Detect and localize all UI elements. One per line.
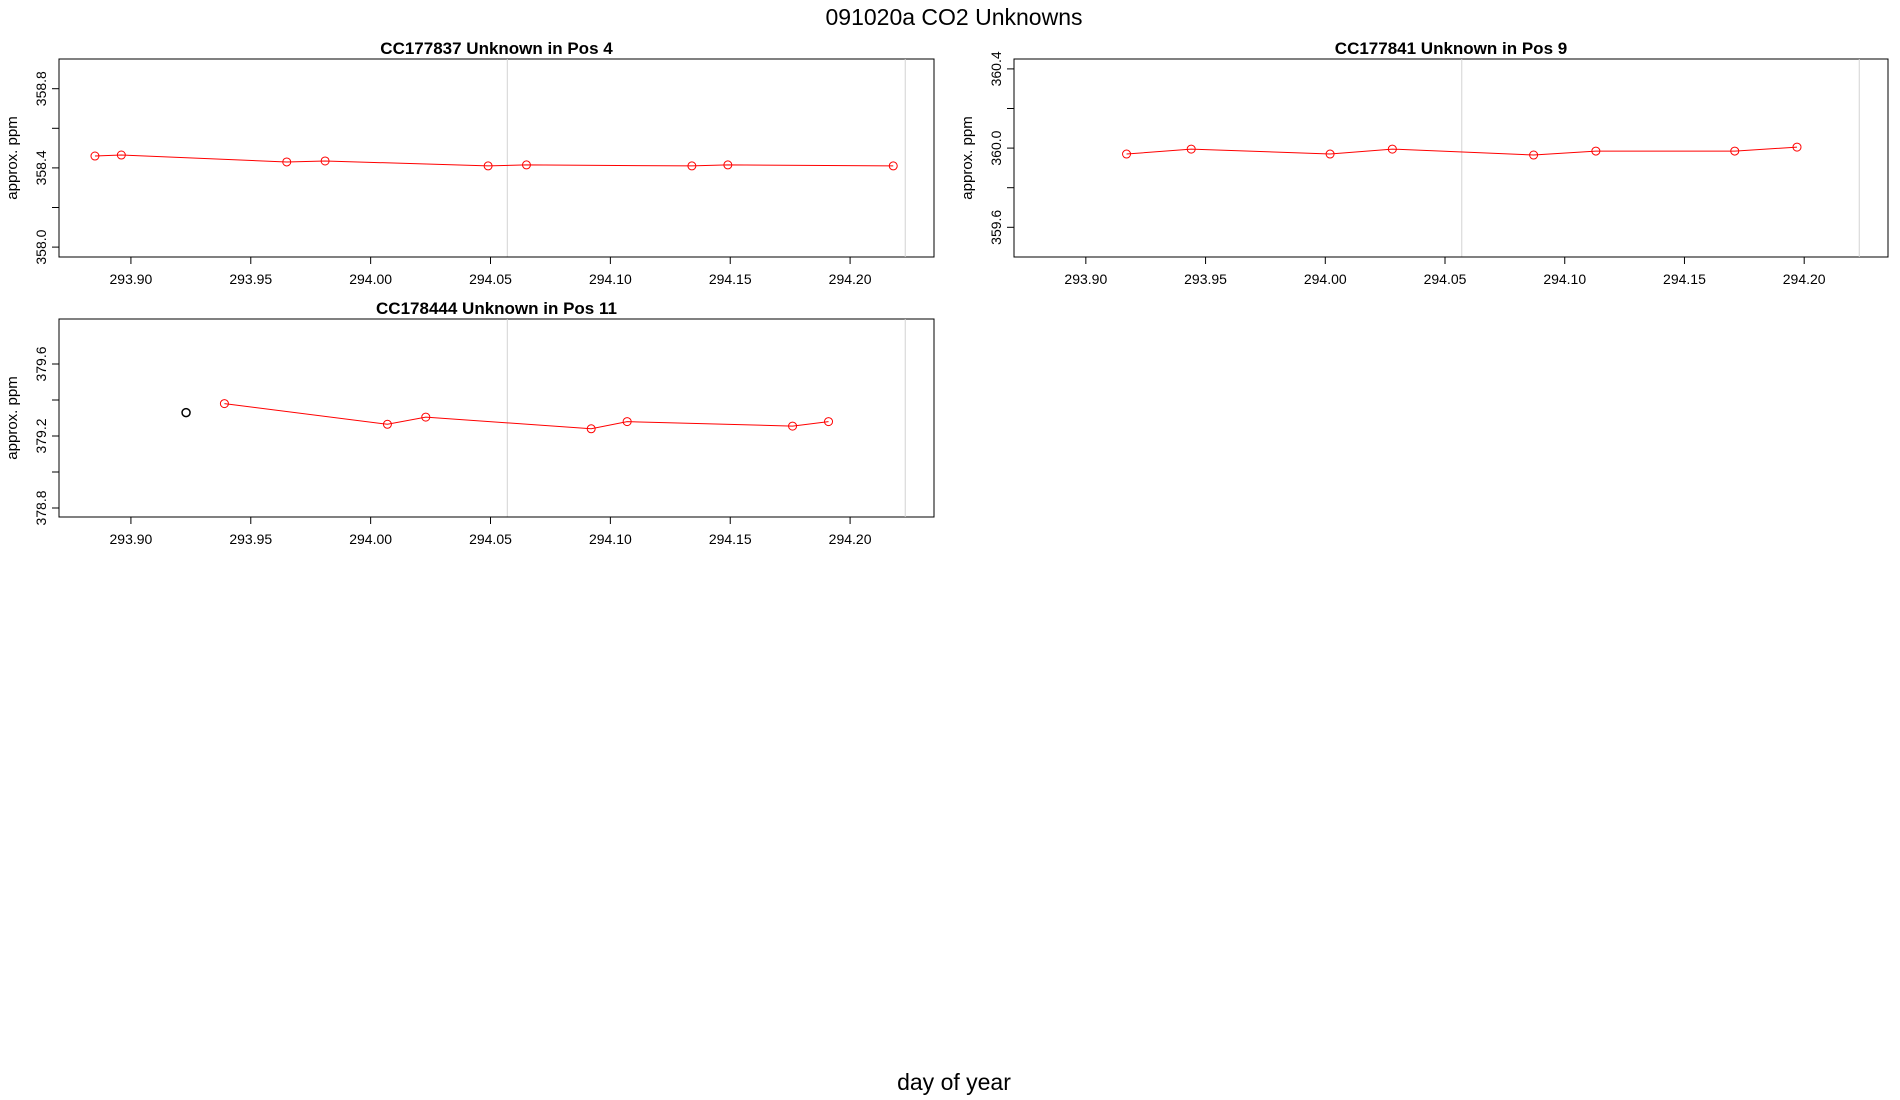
- y-tick-label: 379.6: [33, 346, 49, 381]
- data-point: [421, 412, 431, 422]
- data-point: [888, 161, 898, 171]
- x-tick-label: 294.20: [829, 271, 872, 287]
- series-line: [94, 154, 894, 167]
- x-tick-label: 294.10: [1543, 271, 1586, 287]
- data-point: [1325, 149, 1335, 159]
- y-tick-label: 378.8: [33, 490, 49, 525]
- y-axis-label: approx. ppm: [959, 116, 976, 199]
- y-axis-label: approx. ppm: [4, 116, 21, 199]
- data-point: [382, 419, 392, 429]
- data-point: [586, 424, 596, 434]
- figure-title: 091020a CO2 Unknowns: [826, 4, 1083, 30]
- x-tick-label: 293.95: [229, 271, 272, 287]
- x-tick-label: 294.05: [469, 271, 512, 287]
- panel-title: CC178444 Unknown in Pos 11: [376, 299, 617, 318]
- figure-xlabel: day of year: [897, 1069, 1011, 1095]
- data-point: [622, 417, 632, 427]
- outlier-point: [181, 407, 191, 418]
- x-tick-label: 294.00: [1304, 271, 1347, 287]
- x-tick-label: 293.95: [229, 531, 272, 547]
- data-point: [219, 399, 229, 409]
- x-tick-label: 294.15: [709, 271, 752, 287]
- y-tick-label: 358.4: [33, 150, 49, 185]
- panel-title: CC177837 Unknown in Pos 4: [380, 39, 613, 58]
- data-point: [1529, 150, 1539, 160]
- x-tick-label: 294.05: [469, 531, 512, 547]
- x-tick-label: 294.10: [589, 531, 632, 547]
- x-tick-label: 294.00: [349, 271, 392, 287]
- data-point: [116, 150, 126, 160]
- data-point: [687, 161, 697, 171]
- series-line: [224, 403, 829, 430]
- x-tick-label: 293.90: [1064, 271, 1107, 287]
- y-tick-label: 379.2: [33, 418, 49, 453]
- data-point: [521, 160, 531, 170]
- y-tick-label: 358.0: [33, 229, 49, 264]
- panel-title: CC177841 Unknown in Pos 9: [1335, 39, 1567, 58]
- x-tick-label: 293.95: [1184, 271, 1227, 287]
- data-point: [282, 157, 292, 167]
- x-tick-label: 294.15: [709, 531, 752, 547]
- y-tick-label: 359.6: [988, 210, 1004, 245]
- x-tick-label: 294.00: [349, 531, 392, 547]
- x-tick-label: 294.20: [829, 531, 872, 547]
- x-tick-label: 293.90: [110, 271, 153, 287]
- data-point: [1591, 146, 1601, 156]
- data-point: [824, 417, 834, 427]
- y-tick-label: 360.0: [988, 130, 1004, 165]
- x-tick-label: 294.20: [1783, 271, 1826, 287]
- data-point: [723, 160, 733, 170]
- panel-1: CC177837 Unknown in Pos 4 293.90 293.95 294…: [4, 39, 935, 287]
- x-tick-label: 294.05: [1424, 271, 1467, 287]
- y-axis-label: approx. ppm: [4, 376, 21, 459]
- x-tick-label: 293.90: [110, 531, 153, 547]
- y-tick-label: 360.4: [988, 51, 1004, 86]
- data-point: [1186, 144, 1196, 154]
- y-tick-label: 358.8: [33, 71, 49, 106]
- data-point: [1387, 144, 1397, 154]
- data-point: [90, 151, 100, 161]
- data-point: [1122, 149, 1132, 159]
- panels: CC177837 Unknown in Pos 4 293.90 293.95 294…: [4, 39, 1889, 547]
- data-point: [1730, 146, 1740, 156]
- series-line: [1126, 146, 1798, 156]
- x-tick-label: 294.15: [1663, 271, 1706, 287]
- plot-frame: [1013, 58, 1889, 258]
- panel-2: CC177841 Unknown in Pos 9 293.90 293.95 294…: [959, 39, 1889, 287]
- data-point: [483, 161, 493, 171]
- data-point: [320, 156, 330, 166]
- data-point: [788, 421, 798, 431]
- plot-frame: [58, 318, 935, 518]
- x-tick-label: 294.10: [589, 271, 632, 287]
- data-point: [1792, 142, 1802, 152]
- panel-3: CC178444 Unknown in Pos 11 293.90 293.95 29…: [4, 299, 935, 547]
